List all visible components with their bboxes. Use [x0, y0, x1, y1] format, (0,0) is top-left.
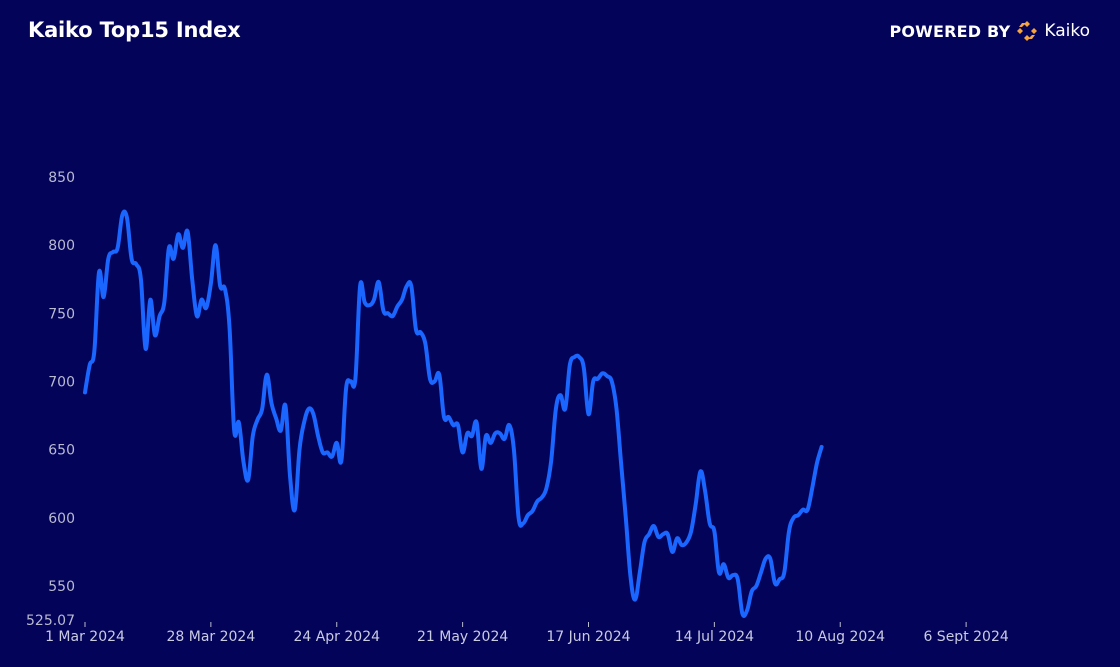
y-tick-label: 800 [48, 238, 75, 254]
powered-by-label: POWERED BY [889, 21, 1011, 41]
y-axis: 525.07 550 600 650 700 750 800 850 [26, 170, 75, 629]
index-series-line [83, 209, 824, 618]
y-tick-label: 550 [48, 579, 75, 595]
x-tick-label: 28 Mar 2024 [166, 629, 255, 645]
y-tick-label: 750 [48, 306, 75, 322]
y-tick-label: 700 [48, 375, 75, 391]
x-tick-label: 6 Sept 2024 [923, 629, 1008, 645]
x-tick-label: 21 May 2024 [417, 629, 508, 645]
kaiko-logo-icon [1016, 20, 1038, 42]
brand-name: Kaiko [1044, 21, 1090, 41]
y-tick-label: 650 [48, 443, 75, 459]
y-tick-label: 525.07 [26, 613, 75, 629]
x-tick-label: 1 Mar 2024 [45, 629, 125, 645]
x-axis: 1 Mar 2024 28 Mar 2024 24 Apr 2024 21 May 2… [45, 622, 1009, 645]
y-tick-label: 850 [48, 170, 75, 186]
x-tick-label: 10 Aug 2024 [795, 629, 885, 645]
y-tick-label: 600 [48, 511, 75, 527]
x-tick-label: 24 Apr 2024 [293, 629, 380, 645]
chart-title: Kaiko Top15 Index [28, 18, 241, 42]
x-tick-label: 17 Jun 2024 [546, 629, 630, 645]
x-tick-label: 14 Jul 2024 [675, 629, 754, 645]
powered-by-badge: POWERED BY Kaiko [889, 20, 1090, 42]
plot-area [83, 209, 824, 618]
